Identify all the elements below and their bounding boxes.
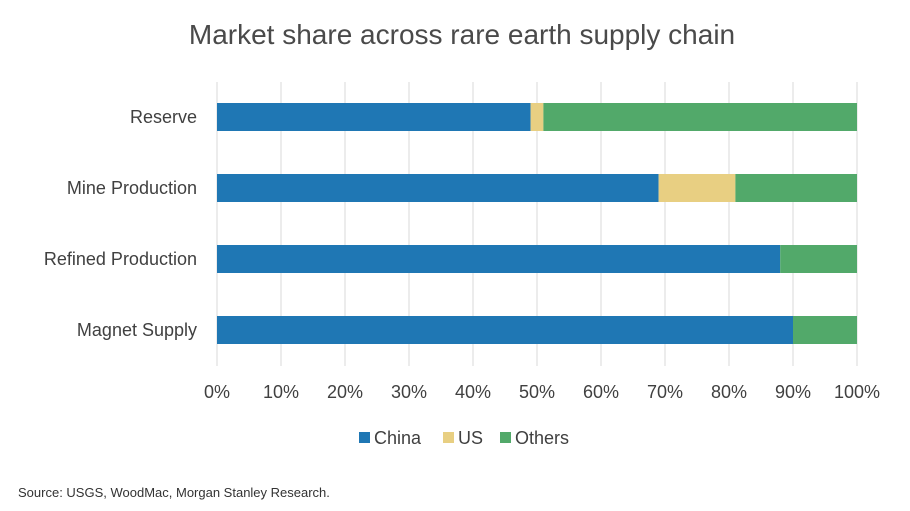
x-tick-label: 70% <box>647 382 683 402</box>
category-label: Reserve <box>130 107 197 127</box>
legend-swatch-others <box>500 432 511 443</box>
category-label: Refined Production <box>44 249 197 269</box>
legend-label-china: China <box>374 428 422 448</box>
category-label: Mine Production <box>67 178 197 198</box>
x-axis-ticks: 0% 10% 20% 30% 40% 50% 60% 70% 80% 90% 100% <box>204 382 880 402</box>
x-tick-label: 40% <box>455 382 491 402</box>
chart-title: Market share across rare earth supply ch… <box>189 19 735 50</box>
legend-label-others: Others <box>515 428 569 448</box>
legend: China US Others <box>359 428 569 448</box>
x-tick-label: 50% <box>519 382 555 402</box>
x-tick-label: 100% <box>834 382 880 402</box>
category-labels: Reserve Mine Production Refined Production… <box>44 107 197 340</box>
bar-us-reserve <box>530 103 544 131</box>
source-note: Source: USGS, WoodMac, Morgan Stanley Re… <box>18 485 330 500</box>
bar-others-mine-production <box>735 174 857 202</box>
bar-others-refined-production <box>780 245 857 273</box>
bar-china-mine-production <box>217 174 659 202</box>
bar-us-mine-production <box>658 174 736 202</box>
x-tick-label: 20% <box>327 382 363 402</box>
bar-china-refined-production <box>217 245 781 273</box>
x-tick-label: 30% <box>391 382 427 402</box>
x-tick-label: 10% <box>263 382 299 402</box>
x-tick-label: 60% <box>583 382 619 402</box>
legend-swatch-china <box>359 432 370 443</box>
x-tick-label: 80% <box>711 382 747 402</box>
legend-swatch-us <box>443 432 454 443</box>
legend-label-us: US <box>458 428 483 448</box>
bar-china-magnet-supply <box>217 316 793 344</box>
x-tick-label: 90% <box>775 382 811 402</box>
bar-china-reserve <box>217 103 531 131</box>
bar-others-reserve <box>543 103 857 131</box>
bars <box>217 103 857 344</box>
x-tick-label: 0% <box>204 382 230 402</box>
category-label: Magnet Supply <box>77 320 197 340</box>
bar-others-magnet-supply <box>793 316 857 344</box>
